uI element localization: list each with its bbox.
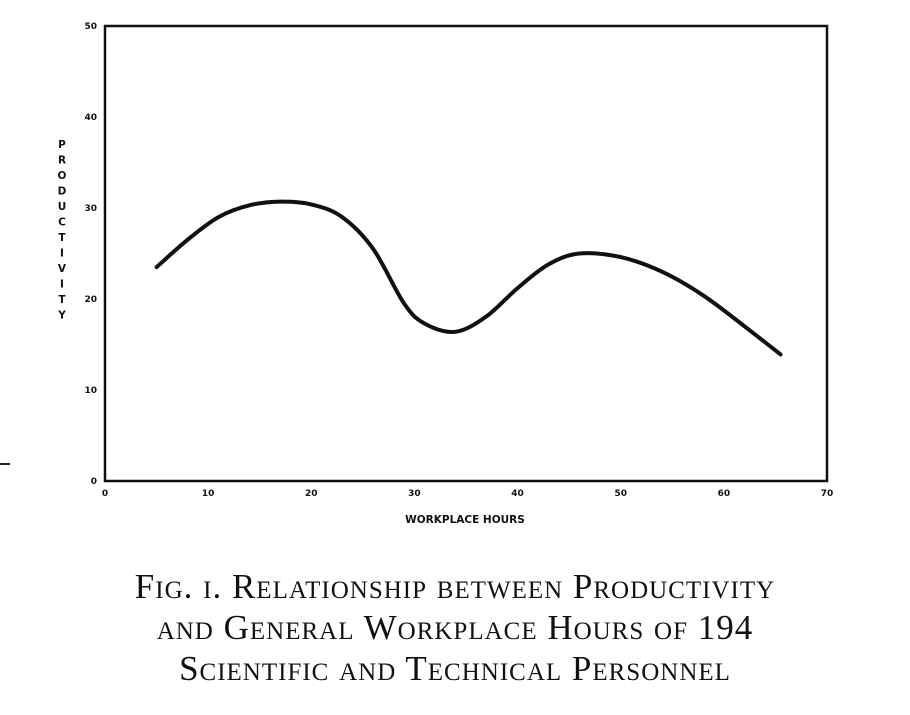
y-tick-label: 40 <box>84 113 97 123</box>
x-tick-labels: 0 10 20 30 40 50 60 70 <box>102 489 833 499</box>
y-tick-label: 30 <box>84 204 97 214</box>
x-axis-label: WORKPLACE HOURS <box>405 514 525 526</box>
data-points <box>155 200 783 357</box>
x-tick-label: 10 <box>202 489 215 499</box>
y-tick-labels: 0 10 20 30 40 50 <box>84 22 97 487</box>
x-tick-label: 0 <box>102 489 108 499</box>
caption-line-3: Scientific and Technical Personnel <box>179 649 731 688</box>
y-tick-label: 20 <box>84 295 97 305</box>
chart: 0 10 20 30 40 50 60 70 0 10 20 30 40 50 WORKPLACE HO… <box>57 22 833 526</box>
figure-caption: Fig. i. Relationship between Productivit… <box>0 566 910 689</box>
margin-mark <box>0 463 10 465</box>
x-tick-label: 40 <box>511 489 524 499</box>
x-tick-label: 20 <box>305 489 318 499</box>
caption-line-1: Fig. i. Relationship between Productivit… <box>134 567 776 606</box>
x-tick-label: 50 <box>614 489 627 499</box>
series-line <box>154 199 783 357</box>
x-tick-label: 30 <box>408 489 421 499</box>
y-tick-label: 0 <box>91 477 97 487</box>
y-tick-label: 50 <box>84 22 97 32</box>
x-tick-label: 70 <box>821 489 834 499</box>
plot-frame <box>103 24 829 483</box>
caption-line-2: and General Workplace Hours of 194 <box>156 608 754 647</box>
chart-svg: 0 10 20 30 40 50 60 70 0 10 20 30 40 50 WORKPLACE HO… <box>57 22 833 526</box>
y-tick-label: 10 <box>84 386 97 396</box>
x-tick-label: 60 <box>718 489 731 499</box>
